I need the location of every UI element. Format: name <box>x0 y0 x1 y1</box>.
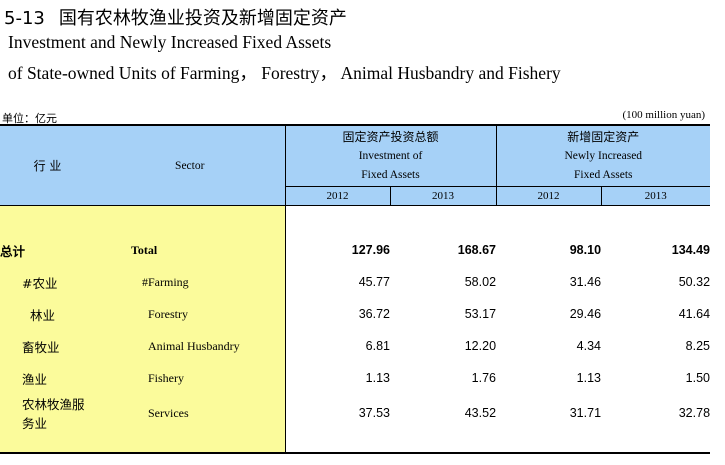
group2-en2: Fixed Assets <box>574 168 633 181</box>
row-label-cn: 总计 <box>0 234 95 266</box>
page-title: 5-13 国有农林牧渔业投资及新增固定资产 <box>4 4 347 30</box>
table-row: 林业 Forestry 36.72 53.17 29.46 41.64 <box>0 298 710 330</box>
data-table: 行 业 Sector 固定资产投资总额 Investment of Fixed … <box>0 124 711 454</box>
year-header: 2013 <box>389 186 497 206</box>
group2-cn: 新增固定资产 <box>567 129 640 144</box>
table-header: 行 业 Sector 固定资产投资总额 Investment of Fixed … <box>0 124 711 206</box>
cell-value: 53.17 <box>464 307 497 321</box>
title-chinese: 国有农林牧渔业投资及新增固定资产 <box>58 8 347 29</box>
table-row: 农林牧渔服务业 Services 37.53 43.52 31.71 32.78 <box>0 394 710 432</box>
title-english-line2: of State-owned Units of Farming， Forestr… <box>8 63 561 83</box>
row-label-en: Total <box>95 234 285 266</box>
cell-value: 6.81 <box>284 330 390 362</box>
cell-value: 127.96 <box>284 234 390 266</box>
cell-value: 50.32 <box>678 275 711 289</box>
cell-value: 12.20 <box>464 339 497 353</box>
row-label-cn: 畜牧业 <box>0 330 95 362</box>
year-header: 2013 <box>600 186 711 206</box>
table-row: #农业 #Farming 45.77 58.02 31.46 50.32 <box>0 266 710 298</box>
table-row: 畜牧业 Animal Husbandry 6.81 12.20 4.34 8.2… <box>0 330 710 362</box>
table-body: 总计 Total 127.96 168.67 98.10 134.49 #农业 … <box>0 205 711 454</box>
cell-value: 1.76 <box>471 371 497 385</box>
cell-value: 36.72 <box>284 298 390 330</box>
cell-value: 1.50 <box>685 371 711 385</box>
cell-value: 32.78 <box>678 406 711 420</box>
unit-label-english: (100 million yuan) <box>622 109 706 121</box>
row-label-cn: #农业 <box>0 266 95 298</box>
table-row: 总计 Total 127.96 168.67 98.10 134.49 <box>0 234 710 266</box>
header-group-new-assets: 新增固定资产 Newly Increased Fixed Assets <box>495 124 711 187</box>
group2-en1: Newly Increased <box>564 149 643 162</box>
cell-value: 45.77 <box>284 266 390 298</box>
year-header: 2012 <box>284 186 390 206</box>
row-label-cn: 渔业 <box>0 362 95 394</box>
cell-value: 4.34 <box>576 339 602 353</box>
cell-value: 29.46 <box>569 307 602 321</box>
row-label-en: Forestry <box>95 298 285 330</box>
group1-en2: Fixed Assets <box>361 168 420 181</box>
row-label-cn: 林业 <box>0 298 95 330</box>
table-number: 5-13 <box>4 8 45 29</box>
cell-value: 1.13 <box>284 362 390 394</box>
cell-value: 58.02 <box>464 275 497 289</box>
header-sector-en: Sector <box>95 124 285 206</box>
row-label-en: Fishery <box>95 362 285 394</box>
table-row: 渔业 Fishery 1.13 1.76 1.13 1.50 <box>0 362 710 394</box>
cell-value: 41.64 <box>678 307 711 321</box>
header-group-investment: 固定资产投资总额 Investment of Fixed Assets <box>284 124 497 187</box>
cell-value: 31.46 <box>569 275 602 289</box>
cell-value: 31.71 <box>569 406 602 420</box>
header-sector-cn: 行 业 <box>0 124 95 206</box>
group1-en1: Investment of <box>358 149 423 162</box>
group1-cn: 固定资产投资总额 <box>342 129 439 144</box>
cell-value: 98.10 <box>569 243 602 257</box>
year-header: 2012 <box>495 186 602 206</box>
cell-value: 1.13 <box>576 371 602 385</box>
cell-value: 168.67 <box>457 243 497 257</box>
unit-label-chinese: 单位：亿元 <box>2 112 57 125</box>
cell-value: 37.53 <box>284 394 390 432</box>
row-label-en: #Farming <box>95 266 285 298</box>
title-english-line1: Investment and Newly Increased Fixed Ass… <box>8 32 332 52</box>
row-label-cn: 农林牧渔服务业 <box>0 394 95 432</box>
cell-value: 43.52 <box>464 406 497 420</box>
cell-value: 8.25 <box>685 339 711 353</box>
row-label-en: Services <box>95 394 285 432</box>
row-label-en: Animal Husbandry <box>95 330 285 362</box>
cell-value: 134.49 <box>671 243 711 257</box>
